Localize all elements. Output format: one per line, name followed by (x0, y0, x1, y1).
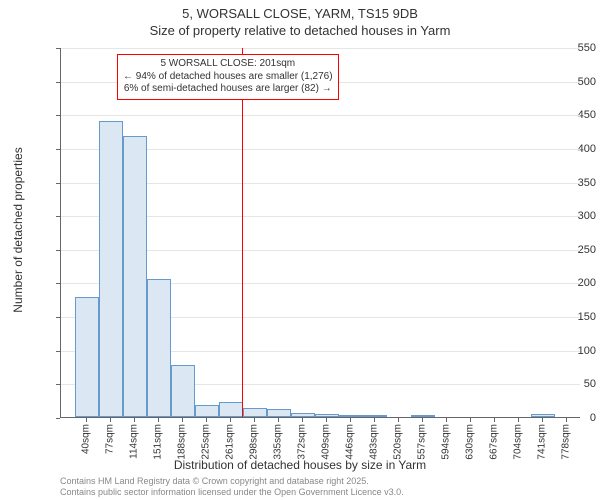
bar (531, 414, 555, 417)
y-tick-mark (56, 418, 60, 419)
annotation-line-2: ← 94% of detached houses are smaller (1,… (123, 71, 333, 84)
x-tick-label: 372sqm (297, 424, 308, 460)
x-tick-label: 778sqm (561, 424, 572, 460)
x-tick-mark (566, 418, 567, 422)
x-tick-label: 630sqm (465, 424, 476, 460)
x-tick-mark (158, 418, 159, 422)
histogram-chart: 5, WORSALL CLOSE, YARM, TS15 9DB Size of… (0, 0, 600, 500)
footer-line-2: Contains public sector information licen… (60, 487, 404, 498)
x-tick-mark (134, 418, 135, 422)
x-tick-mark (350, 418, 351, 422)
x-tick-label: 409sqm (321, 424, 332, 460)
bar (339, 415, 363, 417)
x-tick-mark (470, 418, 471, 422)
x-tick-mark (110, 418, 111, 422)
x-tick-label: 335sqm (273, 424, 284, 460)
annotation-line-1: 5 WORSALL CLOSE: 201sqm (123, 58, 333, 71)
x-tick-label: 520sqm (393, 424, 404, 460)
x-tick-label: 188sqm (177, 424, 188, 460)
x-tick-label: 446sqm (345, 424, 356, 460)
title-line-2: Size of property relative to detached ho… (0, 23, 600, 40)
x-tick-mark (254, 418, 255, 422)
bar (243, 408, 267, 417)
x-tick-mark (206, 418, 207, 422)
x-tick-label: 151sqm (153, 424, 164, 460)
bar (315, 414, 339, 417)
x-tick-mark (278, 418, 279, 422)
y-axis-label: Number of detached properties (11, 147, 25, 312)
x-tick-label: 40sqm (81, 424, 92, 454)
x-tick-mark (374, 418, 375, 422)
bar (99, 121, 123, 417)
x-tick-label: 557sqm (417, 424, 428, 460)
bar (363, 415, 387, 417)
bar (171, 365, 195, 417)
x-tick-mark (494, 418, 495, 422)
x-tick-label: 225sqm (201, 424, 212, 460)
x-tick-label: 114sqm (129, 424, 140, 459)
bar (123, 136, 147, 417)
x-tick-mark (518, 418, 519, 422)
x-tick-mark (422, 418, 423, 422)
x-tick-label: 483sqm (369, 424, 380, 460)
annotation-line-3: 6% of semi-detached houses are larger (8… (123, 83, 333, 96)
x-tick-label: 261sqm (225, 424, 236, 460)
x-tick-mark (230, 418, 231, 422)
x-tick-mark (326, 418, 327, 422)
bar (411, 415, 435, 417)
title-line-1: 5, WORSALL CLOSE, YARM, TS15 9DB (0, 6, 600, 23)
x-axis-label: Distribution of detached houses by size … (0, 458, 600, 472)
x-tick-label: 77sqm (105, 424, 116, 454)
bar (195, 405, 219, 417)
plot-area: 5 WORSALL CLOSE: 201sqm ← 94% of detache… (60, 48, 580, 418)
x-tick-mark (86, 418, 87, 422)
chart-title: 5, WORSALL CLOSE, YARM, TS15 9DB Size of… (0, 0, 600, 40)
footer-line-1: Contains HM Land Registry data © Crown c… (60, 476, 404, 487)
bar (267, 409, 291, 417)
footer-note: Contains HM Land Registry data © Crown c… (60, 476, 404, 498)
x-tick-label: 298sqm (249, 424, 260, 460)
bar (75, 297, 99, 417)
bar (291, 413, 315, 417)
x-tick-mark (446, 418, 447, 422)
x-tick-label: 667sqm (489, 424, 500, 460)
x-tick-mark (182, 418, 183, 422)
x-tick-mark (542, 418, 543, 422)
x-tick-label: 704sqm (513, 424, 524, 460)
annotation-box: 5 WORSALL CLOSE: 201sqm ← 94% of detache… (117, 54, 339, 100)
x-tick-label: 594sqm (441, 424, 452, 460)
x-tick-mark (398, 418, 399, 422)
bars-group (61, 48, 580, 417)
x-tick-mark (302, 418, 303, 422)
x-tick-label: 741sqm (537, 424, 548, 460)
bar (219, 402, 243, 417)
marker-line (242, 48, 243, 417)
bar (147, 279, 171, 417)
